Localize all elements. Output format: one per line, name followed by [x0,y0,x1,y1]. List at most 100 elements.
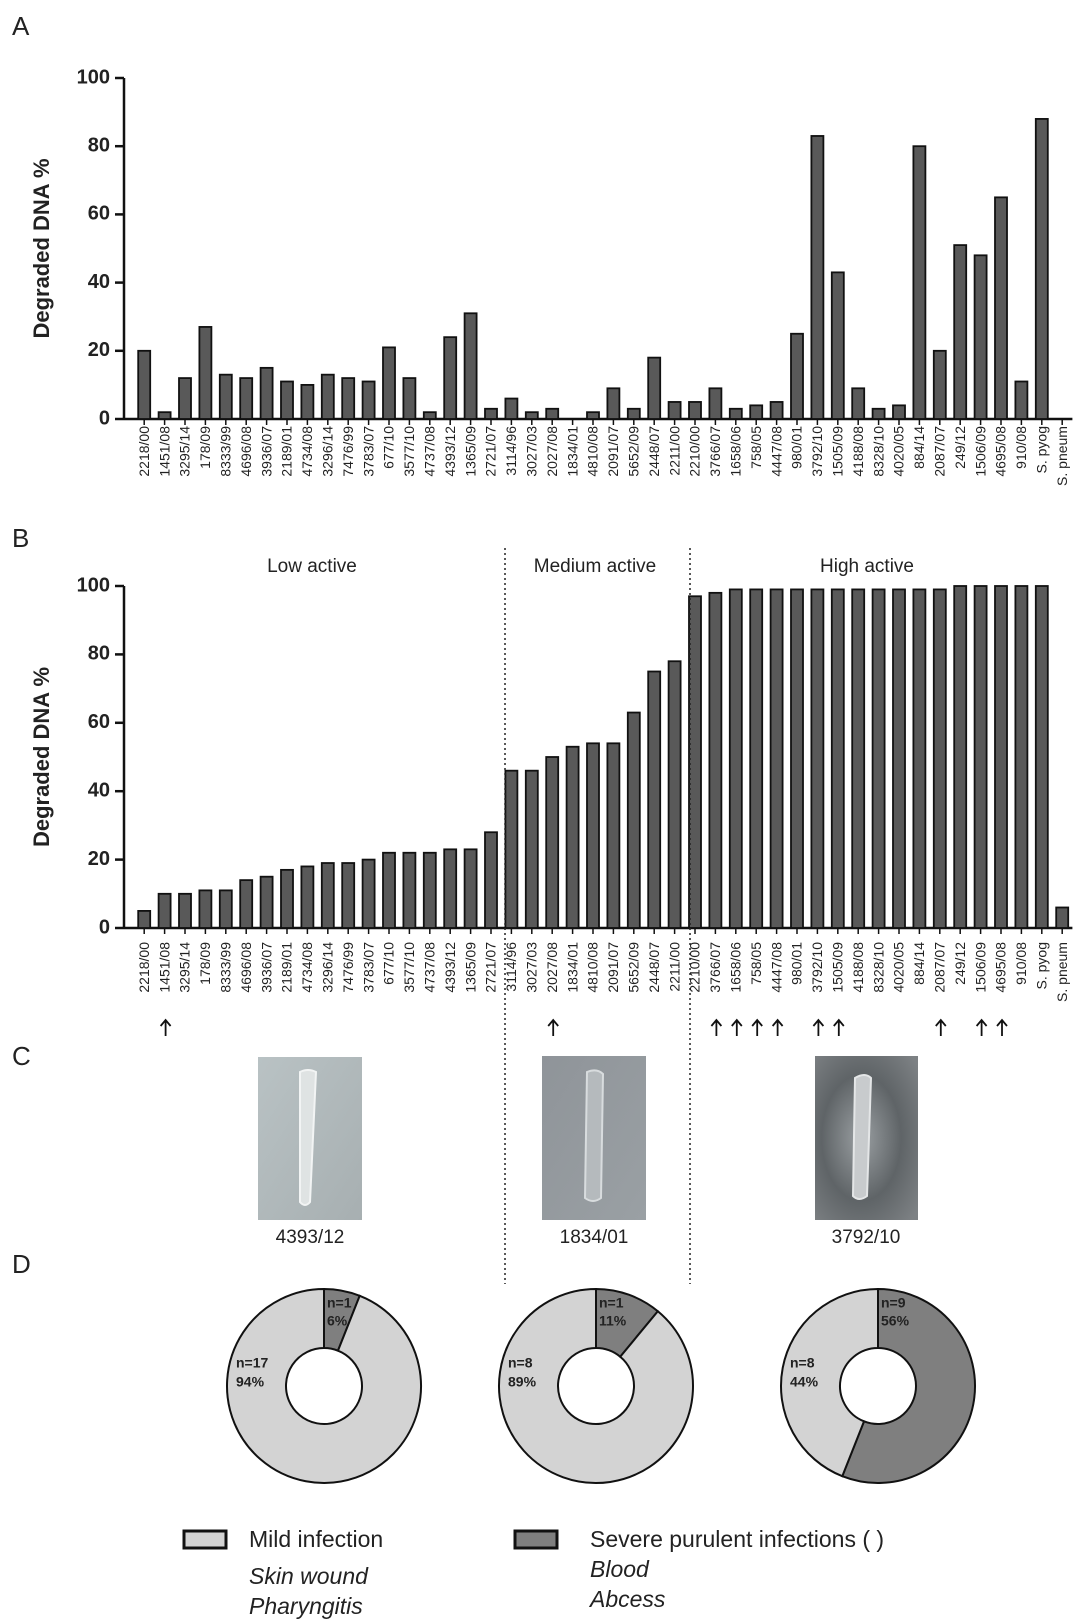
bar [424,853,436,928]
bar [261,877,273,928]
slice-percent: 11% [599,1313,627,1329]
x-tick-label: 884/14 [911,942,927,985]
x-tick-label: 7476/99 [340,942,356,993]
bar [240,378,252,419]
bar [873,409,885,419]
y-tick-label: 40 [88,779,110,801]
bar [505,771,517,928]
legend-swatch [184,1531,226,1548]
y-tick-label: 20 [88,848,110,870]
bar [342,863,354,928]
x-tick-label: 4696/08 [238,426,254,477]
severe-arrow [752,1020,762,1036]
x-tick-label: 1658/06 [728,942,744,993]
x-tick-label: 2211/00 [666,942,682,992]
x-tick-label: 8328/10 [870,426,886,477]
bar [648,358,660,419]
slice-count: n=8 [790,1355,815,1371]
bar [893,405,905,419]
bar [628,409,640,419]
bar [465,313,477,419]
bar [526,771,538,928]
y-tick-label: 0 [99,407,110,429]
x-tick-label: 178/09 [197,942,213,985]
bar [485,409,497,419]
x-tick-label: 4447/08 [768,942,784,993]
bar [669,402,681,419]
x-tick-label: 677/10 [381,426,397,469]
x-tick-label: 4393/12 [442,426,458,477]
x-tick-label: 2027/08 [544,942,560,993]
x-tick-label: S. pyog [1034,942,1050,989]
x-tick-label: 3936/07 [258,942,274,993]
severe-arrow [936,1020,946,1036]
group-label: Low active [267,556,357,577]
bar [261,368,273,419]
x-tick-label: 3577/10 [401,426,417,477]
x-tick-label: 8333/99 [218,942,234,993]
bar [281,870,293,928]
x-tick-label: 178/09 [197,426,213,469]
x-tick-label: 1451/08 [156,426,172,477]
x-tick-label: 4696/08 [238,942,254,993]
slice-count: n=9 [881,1295,906,1311]
slice-count: n=17 [236,1355,269,1371]
bar [954,586,966,928]
bar [444,337,456,419]
bar [159,412,171,419]
x-tick-label: 1365/09 [462,942,478,993]
bar [567,747,579,928]
bar [709,593,721,928]
x-tick-label: 4393/12 [442,942,458,993]
bar [363,860,375,928]
bar [199,890,211,928]
bar [913,146,925,419]
bar [546,757,558,928]
bar [975,586,987,928]
x-tick-label: 2189/01 [279,426,295,477]
x-tick-label: 1834/01 [564,942,580,993]
x-tick-label: 4810/08 [585,942,601,993]
slice-count: n=1 [599,1295,624,1311]
bar [1036,586,1048,928]
x-tick-label: 980/01 [789,942,805,985]
x-tick-label: 884/14 [911,426,927,469]
x-tick-label: 910/08 [1013,942,1029,985]
x-tick-label: 677/10 [381,942,397,985]
bar [852,388,864,419]
bar [301,385,313,419]
colony-streak [853,1075,871,1199]
x-tick-label: 2087/07 [932,942,948,993]
x-tick-label: 1451/08 [156,942,172,993]
panel-label: C [12,1041,31,1071]
bar [811,589,823,928]
bar [485,832,497,928]
y-tick-label: 20 [88,339,110,361]
bar [363,381,375,419]
x-tick-label: 4734/08 [299,426,315,477]
x-tick-label: 2210/00 [687,942,703,993]
x-tick-label: 2218/00 [136,942,152,993]
slice-count: n=8 [508,1355,533,1371]
x-tick-label: 3783/07 [360,426,376,477]
x-tick-label: 3114/96 [503,426,519,476]
x-tick-label: 2448/07 [646,426,662,477]
x-tick-label: 758/05 [748,426,764,469]
x-tick-label: 4734/08 [299,942,315,993]
bar [689,596,701,928]
y-tick-label: 60 [88,203,110,225]
x-tick-label: 3296/14 [320,426,336,477]
x-tick-label: S. pneum [1054,426,1070,486]
severe-arrow [732,1020,742,1036]
bar [179,378,191,419]
severe-arrow [834,1020,844,1036]
colony-streak [585,1070,603,1201]
x-tick-label: 3792/10 [809,942,825,993]
bar [832,589,844,928]
bar [873,589,885,928]
x-tick-label: 5652/09 [626,942,642,993]
x-tick-label: 2189/01 [279,942,295,993]
slice-percent: 56% [881,1313,910,1329]
legend-swatch [515,1531,557,1548]
x-tick-label: 3296/14 [320,942,336,993]
